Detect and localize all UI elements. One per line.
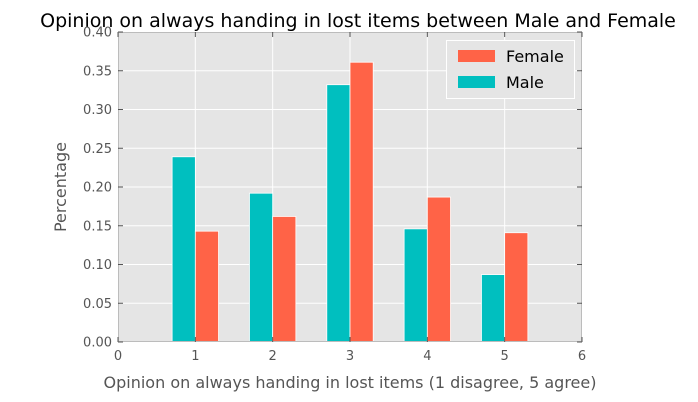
bar-male bbox=[481, 274, 506, 343]
x-tick-label: 3 bbox=[346, 349, 354, 364]
ticks bbox=[117, 31, 583, 343]
y-axis-label: Percentage bbox=[51, 142, 70, 232]
bar-male bbox=[249, 192, 274, 343]
bar-female bbox=[504, 232, 529, 343]
x-tick-label: 6 bbox=[578, 349, 586, 364]
bar-female bbox=[272, 216, 297, 343]
y-tick-label: 0.40 bbox=[83, 26, 112, 41]
chart-title: Opinion on always handing in lost items … bbox=[40, 10, 676, 32]
y-tick-label: 0.00 bbox=[83, 336, 112, 351]
bar-female bbox=[194, 230, 219, 343]
x-axis-label: Opinion on always handing in lost items … bbox=[104, 373, 597, 392]
tick-labels: 0.00 0.05 0.10 0.15 0.20 0.25 0.30 0.35 0.40 0 1 2 3… bbox=[83, 26, 586, 365]
bars bbox=[171, 61, 529, 343]
y-tick-label: 0.15 bbox=[83, 219, 112, 234]
x-tick-label: 0 bbox=[114, 349, 122, 364]
bar-male bbox=[403, 228, 428, 343]
y-tick-label: 0.25 bbox=[83, 142, 112, 157]
x-tick-label: 1 bbox=[191, 349, 199, 364]
y-tick-label: 0.10 bbox=[83, 258, 112, 273]
bar-female bbox=[349, 61, 374, 343]
y-tick-label: 0.05 bbox=[83, 297, 112, 312]
bar-female bbox=[426, 196, 451, 343]
bar-male bbox=[326, 84, 351, 343]
legend-label-male: Male bbox=[506, 73, 544, 92]
legend-box bbox=[446, 40, 575, 99]
legend: Female Male bbox=[446, 40, 575, 99]
x-tick-label: 5 bbox=[501, 349, 509, 364]
legend-swatch-male bbox=[458, 76, 495, 88]
x-tick-label: 2 bbox=[269, 349, 277, 364]
y-tick-label: 0.30 bbox=[83, 103, 112, 118]
y-tick-label: 0.35 bbox=[83, 64, 112, 79]
legend-swatch-female bbox=[458, 50, 495, 62]
x-tick-label: 4 bbox=[423, 349, 431, 364]
bar-male bbox=[171, 156, 196, 343]
y-tick-label: 0.20 bbox=[83, 181, 112, 196]
legend-label-female: Female bbox=[506, 47, 564, 66]
